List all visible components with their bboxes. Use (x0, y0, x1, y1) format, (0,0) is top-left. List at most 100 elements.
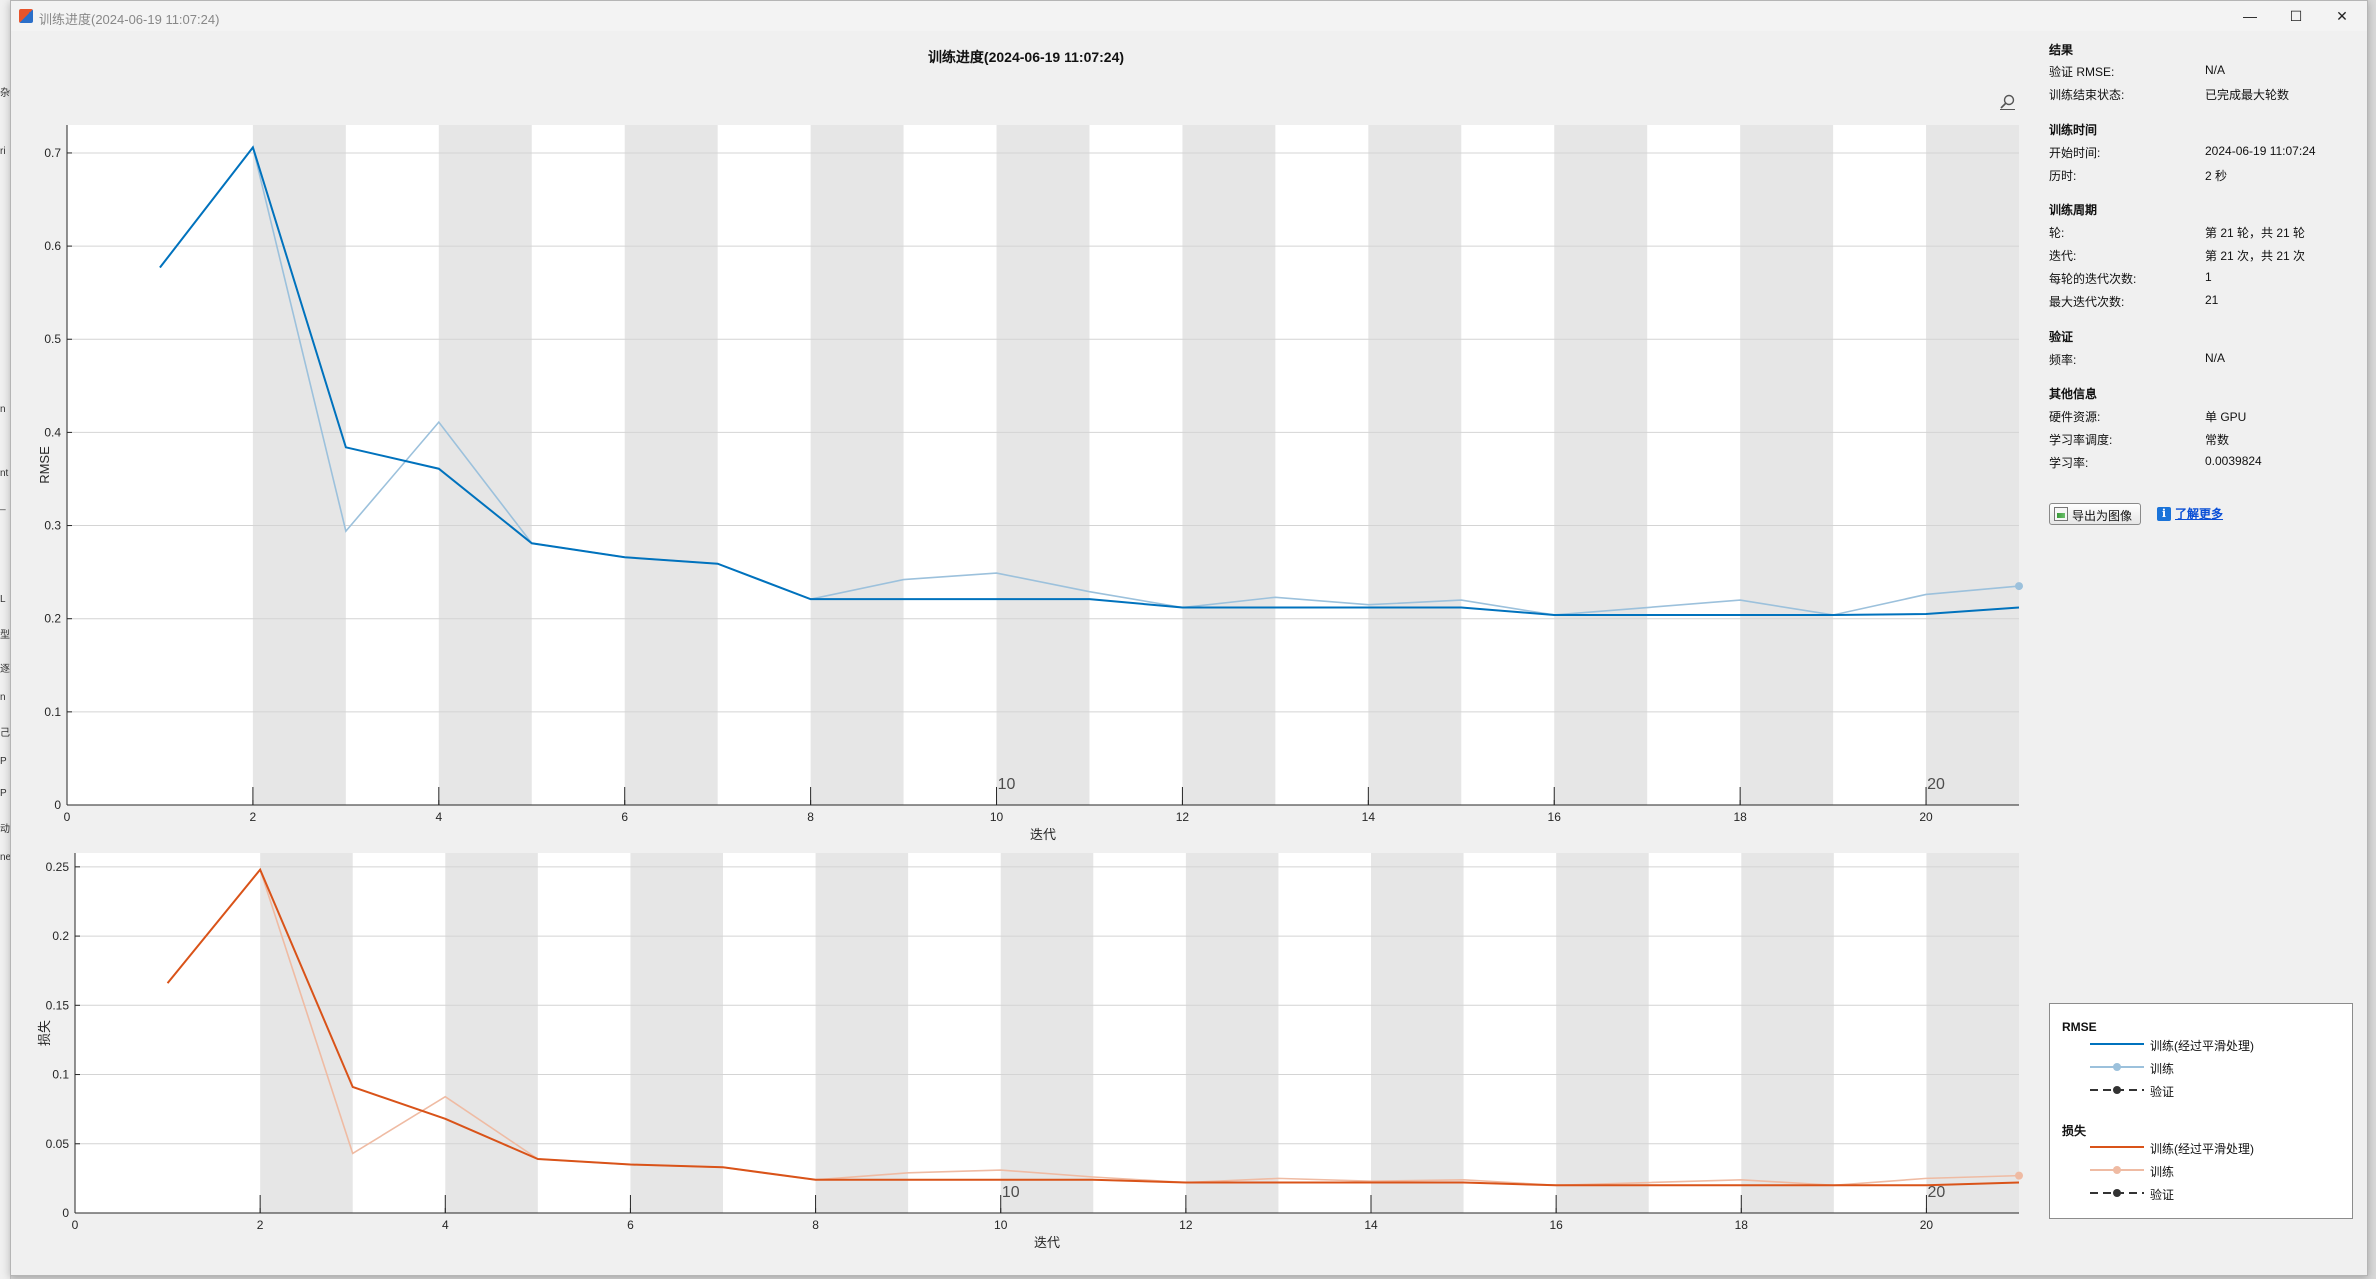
y-tick-label: 0 (62, 1206, 69, 1220)
learn-more-link-group[interactable]: i 了解更多 (2157, 505, 2223, 522)
x-tick-label: 18 (1733, 810, 1747, 824)
legend-label: 训练(经过平滑处理) (2150, 1039, 2254, 1053)
epoch-band (1368, 125, 1462, 805)
info-value: 已完成最大轮数 (2205, 88, 2290, 102)
matlab-app-icon (19, 9, 33, 23)
training-progress-window: 训练进度(2024-06-19 11:07:24) — ☐ ✕ 训练进度(202… (10, 0, 2368, 1276)
info-key: 最大迭代次数: (2049, 295, 2125, 309)
epoch-band (1371, 853, 1464, 1213)
y-tick-label: 0.1 (44, 705, 61, 719)
x-tick-label: 8 (807, 810, 814, 824)
figure-content: 训练进度(2024-06-19 11:07:24) 0 2 4 6 8 10 12 14 16 1… (11, 31, 2367, 1275)
series-line-smoothed (159, 145, 2020, 616)
series-last-point-train (2015, 1171, 2023, 1180)
info-value: 常数 (2205, 433, 2230, 447)
epoch-label: 20 (1927, 776, 1945, 793)
x-axis-label: 迭代 (1034, 1235, 1060, 1250)
x-tick-label: 16 (1549, 1218, 1563, 1232)
info-value: N/A (2205, 351, 2226, 365)
strip-glyph: nt (0, 468, 9, 479)
epoch-label: 10 (1002, 1184, 1020, 1201)
info-key: 历时: (2049, 169, 2077, 183)
info-key: 轮: (2049, 226, 2065, 240)
epoch-band (1556, 853, 1649, 1213)
validation-heading: 验证 (2049, 330, 2074, 344)
strip-glyph: _ (0, 500, 6, 511)
y-tick-label: 0 (54, 798, 61, 812)
strip-glyph: 型 (0, 630, 10, 641)
info-value: 单 GPU (2205, 410, 2247, 424)
info-key: 验证 RMSE: (2049, 65, 2115, 79)
legend-swatch-rmse-validation (2090, 1086, 2144, 1094)
x-tick-label: 14 (1362, 810, 1376, 824)
figure-title: 训练进度(2024-06-19 11:07:24) (927, 49, 1125, 65)
series-line-train (166, 867, 2020, 1187)
x-tick-label: 10 (994, 1218, 1008, 1232)
window-title: 训练进度(2024-06-19 11:07:24) (39, 12, 220, 27)
y-tick-label: 0.6 (44, 239, 61, 253)
other-info-heading: 其他信息 (2049, 387, 2098, 401)
maximize-button[interactable]: ☐ (2289, 8, 2303, 24)
strip-glyph: 逐 (0, 664, 10, 675)
info-key: 学习率调度: (2049, 433, 2113, 447)
x-tick-label: 12 (1179, 1218, 1193, 1232)
loss-chart[interactable]: 0 2 4 6 8 10 12 14 16 18 20 10 20 0 0.05 0.1 0.15 0.2 0.25… (11, 821, 2041, 1271)
learn-more-link[interactable]: 了解更多 (2175, 507, 2224, 521)
epoch-band (438, 125, 532, 805)
legend-label: 训练(经过平滑处理) (2150, 1142, 2254, 1156)
epoch-band (252, 125, 346, 805)
strip-glyph: P (0, 756, 7, 767)
y-tick-label: 0.4 (44, 425, 61, 439)
info-key: 每轮的迭代次数: (2049, 272, 2137, 286)
strip-glyph: 杂 (0, 88, 10, 99)
legend-rmse-heading: RMSE (2062, 1020, 2097, 1034)
epoch-band (1554, 125, 1648, 805)
epoch-band (1740, 125, 1834, 805)
series-last-point-train (2015, 582, 2023, 591)
info-key: 频率: (2049, 353, 2077, 367)
chart-legend: RMSE 训练(经过平滑处理) 训练 验证 损失 训练(经过平滑处理) (2049, 1003, 2353, 1219)
series-line-train (159, 145, 2020, 616)
image-icon (2054, 507, 2068, 521)
x-tick-label: 0 (64, 810, 71, 824)
epoch-band (815, 853, 909, 1213)
epoch-band (260, 853, 353, 1213)
epoch-band (624, 125, 718, 805)
x-tick-label: 16 (1548, 810, 1562, 824)
close-button[interactable]: ✕ (2336, 8, 2348, 24)
info-key: 硬件资源: (2049, 410, 2101, 424)
x-axis-label: 迭代 (1030, 827, 1056, 841)
x-tick-label: 20 (1920, 1218, 1934, 1232)
magnifier-icon[interactable] (1999, 93, 2017, 111)
y-tick-label: 0.3 (44, 519, 61, 533)
minimize-button[interactable]: — (2243, 8, 2257, 24)
x-tick-label: 12 (1176, 810, 1190, 824)
info-key: 开始时间: (2049, 146, 2101, 160)
export-image-button[interactable]: 导出为图像 (2049, 503, 2141, 525)
x-tick-label: 14 (1364, 1218, 1378, 1232)
epoch-band (1926, 853, 2019, 1213)
legend-label: 验证 (2150, 1188, 2175, 1202)
strip-glyph: ne (0, 852, 11, 863)
y-tick-label: 0.05 (46, 1137, 70, 1151)
epoch-label: 20 (1928, 1184, 1946, 1201)
info-value: 0.0039824 (2205, 454, 2262, 468)
rmse-chart[interactable]: 0 2 4 6 8 10 12 14 16 18 20 10 20 0 0.1 0.2 0.3 0.4 0.5 0.6… (11, 61, 2041, 841)
info-value: 2 秒 (2205, 169, 2228, 183)
strip-glyph: L (0, 594, 6, 605)
epoch-band (810, 125, 904, 805)
x-tick-label: 0 (72, 1218, 79, 1232)
strip-glyph: n (0, 692, 6, 703)
epoch-band (996, 125, 1090, 805)
x-tick-label: 2 (257, 1218, 264, 1232)
epoch-label: 10 (998, 776, 1016, 793)
y-axis-label: 损失 (37, 1020, 52, 1046)
title-bar[interactable]: 训练进度(2024-06-19 11:07:24) — ☐ ✕ (11, 1, 2367, 31)
info-key: 训练结束状态: (2049, 88, 2125, 102)
legend-loss-heading: 损失 (2062, 1124, 2087, 1138)
y-axis-label: RMSE (37, 446, 52, 484)
x-tick-label: 4 (442, 1218, 449, 1232)
epoch-band (1000, 853, 1094, 1213)
info-value: 第 21 轮，共 21 轮 (2205, 226, 2306, 240)
strip-glyph: 动 (0, 824, 10, 835)
